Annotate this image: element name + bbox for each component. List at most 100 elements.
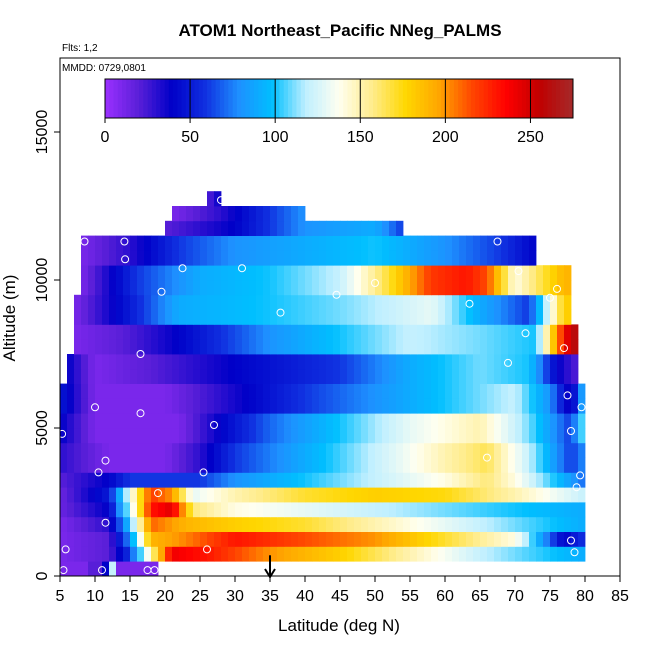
heatmap-cell [270,516,278,532]
heatmap-cell [277,472,285,488]
heatmap-cell [382,428,390,444]
heatmap-cell [459,413,467,429]
heatmap-cell [165,309,173,325]
y-tick-label: 15000 [34,110,51,155]
observation-point [560,344,568,353]
heatmap-cell [305,294,313,310]
heatmap-cell [354,220,362,236]
heatmap-cell [550,502,558,518]
heatmap-cell [312,516,320,532]
heatmap-cell [312,398,320,414]
observation-point [563,391,572,400]
heatmap-cell [228,220,236,236]
heatmap-cell [333,413,341,429]
heatmap-cell [186,442,194,458]
heatmap-cell [214,516,222,532]
colorbar-tick-label: 50 [181,129,199,146]
heatmap-cell [480,487,488,503]
heatmap-cell [319,428,327,444]
heatmap-cell [130,235,138,251]
heatmap-cell [557,354,565,370]
heatmap-cell [109,428,117,444]
heatmap-cell [410,428,418,444]
heatmap-cell [109,457,117,473]
heatmap-cell [431,442,439,458]
heatmap-cell [81,442,89,458]
heatmap-cell [270,220,278,236]
heatmap-cell [368,413,376,429]
heatmap-cell [256,472,264,488]
heatmap-cell [137,457,145,473]
heatmap-cell [473,309,481,325]
heatmap-cell [382,354,390,370]
heatmap-cell [312,324,320,340]
colorbar-swatch [339,79,344,118]
heatmap-cell [480,280,488,296]
heatmap-cell [165,383,173,399]
heatmap-cell [445,472,453,488]
heatmap-cell [382,324,390,340]
heatmap-cell [130,561,138,577]
heatmap-cell [88,442,96,458]
heatmap-cell [557,265,565,281]
heatmap-cell [424,413,432,429]
heatmap-cell [67,502,75,518]
heatmap-cell [522,398,530,414]
heatmap-cell [480,324,488,340]
heatmap-cell [424,339,432,355]
heatmap-cell [130,309,138,325]
heatmap-cell [333,428,341,444]
heatmap-cell [564,472,572,488]
heatmap-cell [452,442,460,458]
heatmap-cell [102,354,110,370]
heatmap-cell [228,250,236,266]
heatmap-cell [193,413,201,429]
heatmap-cell [130,383,138,399]
heatmap-cell [312,487,320,503]
heatmap-cell [214,368,222,384]
heatmap-cell [172,442,180,458]
heatmap-cell [459,383,467,399]
heatmap-cell [424,250,432,266]
heatmap-cell [522,265,530,281]
heatmap-cell [235,265,243,281]
heatmap-cell [256,457,264,473]
colorbar-swatch [432,79,438,118]
heatmap-cell [557,442,565,458]
heatmap-cell [186,368,194,384]
heatmap-cell [109,502,117,518]
heatmap-cell [347,294,355,310]
heatmap-cell [270,235,278,251]
heatmap-cell [466,472,474,488]
heatmap-cell [431,339,439,355]
heatmap-cell [431,472,439,488]
heatmap-cell [88,368,96,384]
heatmap-cell [221,531,229,547]
heatmap-cell [249,442,257,458]
heatmap-cell [389,413,397,429]
heatmap-cell [473,398,481,414]
heatmap-cell [368,368,376,384]
heatmap-cell [487,428,495,444]
heatmap-cell [494,309,502,325]
heatmap-cell [88,235,96,251]
heatmap-cell [452,531,460,547]
heatmap-cell [263,280,271,296]
heatmap-cell [228,413,236,429]
observation-point [504,358,512,367]
heatmap-cell [193,368,201,384]
heatmap-cell [74,354,82,370]
heatmap-cell [200,339,208,355]
heatmap-cell [74,516,82,532]
heatmap-cell [298,294,306,310]
colorbar-swatch [526,79,531,118]
heatmap-cell [487,472,495,488]
heatmap-cell [186,294,194,310]
heatmap-cell [207,487,215,503]
colorbar-swatch [398,79,404,118]
heatmap-cell [102,339,110,355]
heatmap-cell [249,487,257,503]
heatmap-cell [102,472,110,488]
heatmap-cell [95,546,103,562]
heatmap-cell [340,472,348,488]
